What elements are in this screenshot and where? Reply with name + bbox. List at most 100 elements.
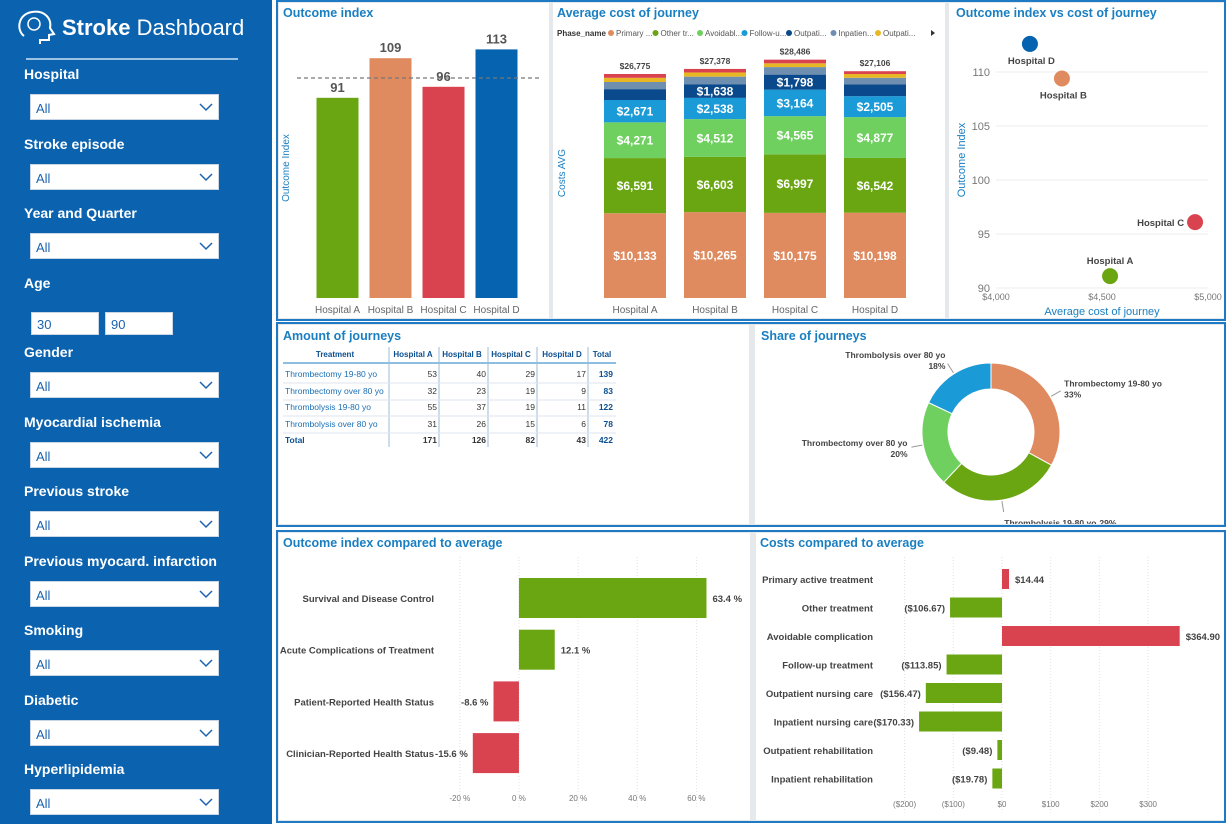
dropdown[interactable]: All <box>30 372 219 398</box>
value-label: ($9.48) <box>962 746 992 757</box>
bar <box>997 740 1002 760</box>
bar-segment <box>684 84 746 98</box>
category-label: Inpatient rehabilitation <box>771 775 873 786</box>
legend-label: Outpati... <box>883 29 915 38</box>
x-tick-label: $100 <box>1042 800 1060 809</box>
dropdown[interactable]: All <box>30 511 219 537</box>
table-cell: 122 <box>599 402 613 412</box>
chevron <box>199 450 213 459</box>
x-axis-label: Average cost of journey <box>1044 306 1160 318</box>
filter-label: Smoking <box>24 622 84 638</box>
bar-segment <box>764 116 826 155</box>
donut-slice <box>927 362 992 415</box>
chevron <box>199 659 213 668</box>
y-tick-label: 105 <box>972 121 990 133</box>
chevron-path <box>199 450 213 459</box>
bar-segment <box>604 82 666 90</box>
x-tick-label: $200 <box>1090 800 1108 809</box>
table-cell: 15 <box>526 419 536 429</box>
value-label: 12.1 % <box>561 646 591 657</box>
bar <box>475 49 518 299</box>
logo-icon <box>18 10 56 44</box>
dropdown[interactable]: All <box>30 789 219 815</box>
dropdown[interactable]: All <box>30 650 219 676</box>
dropdown-value: All <box>36 587 51 603</box>
bar-value-label: 109 <box>380 40 402 55</box>
segment-label: $4,512 <box>697 131 734 145</box>
bar-segment <box>604 89 666 100</box>
dropdown[interactable]: All <box>30 441 219 468</box>
table-cell: 78 <box>604 419 614 429</box>
slice-value: 20% <box>890 449 907 459</box>
dropdown[interactable]: All <box>30 94 219 120</box>
chevron <box>199 589 213 598</box>
bar-segment <box>604 122 666 159</box>
x-tick-label: Hospital D <box>852 305 898 316</box>
bar-segment <box>684 156 746 213</box>
table-cell: 26 <box>477 419 487 429</box>
bar-segment <box>684 68 746 73</box>
dropdown-value: All <box>36 518 51 533</box>
x-tick-label: Hospital C <box>420 305 466 316</box>
x-tick-label: Hospital D <box>473 305 519 316</box>
chevron-path <box>199 103 213 112</box>
dropdown-value: All <box>36 170 51 186</box>
x-tick-label: Hospital C <box>772 305 818 316</box>
dropdown-value: All <box>36 448 51 464</box>
bar <box>1001 626 1180 646</box>
bar-segment <box>684 212 746 298</box>
chevron-path <box>199 659 213 668</box>
table-cell: Thrombolysis 19-80 yo <box>285 402 371 412</box>
x-tick-label: Hospital A <box>315 305 360 316</box>
bar-segment <box>844 71 906 75</box>
y-axis-label: Costs AVG <box>557 149 568 197</box>
dropdown[interactable]: All <box>30 233 219 259</box>
category-label: Patient-Reported Health Status <box>294 697 434 708</box>
table-cell: 40 <box>477 369 487 379</box>
dropdown-value: All <box>36 796 51 811</box>
sidebar: Stroke Dashboard Hospital All Stroke episo… <box>0 0 272 824</box>
value-label: ($156.47) <box>880 689 921 700</box>
filter-label: Previous myocard. infarction <box>24 552 217 569</box>
dropdown[interactable]: All <box>30 580 219 607</box>
bar-segment <box>764 67 826 75</box>
point <box>1187 214 1204 231</box>
bar <box>1001 569 1010 589</box>
bar <box>472 733 519 774</box>
category-label: Survival and Disease Control <box>303 594 434 605</box>
segment-label: $2,538 <box>697 102 734 116</box>
chevron-path <box>199 520 213 529</box>
leader-line <box>1050 390 1061 397</box>
value-label: ($106.67) <box>904 604 945 615</box>
chevron-path <box>199 798 213 807</box>
chevron <box>199 520 213 529</box>
bar-segment <box>764 154 826 213</box>
chevron-path <box>199 242 213 251</box>
outcome-compare-panel: Outcome index compared to average -20 % 0 … <box>279 533 750 820</box>
donut-slice <box>921 401 963 484</box>
x-tick-label: $0 <box>998 800 1007 809</box>
bar <box>422 86 465 298</box>
filter-label: Age <box>24 274 51 291</box>
bar-segment <box>844 96 906 118</box>
bar <box>992 768 1002 789</box>
bar-segment <box>604 99 666 123</box>
x-tick-label: 20 % <box>569 794 587 803</box>
table-cell: 11 <box>577 402 586 412</box>
bar-segment <box>844 77 906 85</box>
table-title: Amount of journeys <box>283 329 401 343</box>
segment-label: $10,175 <box>773 249 817 263</box>
age-input: 30 <box>31 311 99 335</box>
bar-segment <box>764 59 826 64</box>
x-tick-label: Hospital B <box>692 305 738 316</box>
cost-panel: Average cost of journey Costs AVG Phase_na… <box>553 3 945 318</box>
y-axis-label: Outcome Index <box>281 134 292 202</box>
segment-label: $3,164 <box>777 96 814 110</box>
dropdown[interactable]: All <box>30 163 219 190</box>
dropdown[interactable]: All <box>30 719 219 746</box>
bar <box>518 578 707 618</box>
bar-segment <box>844 157 906 213</box>
category-label: Acute Complications of Treatment <box>280 646 435 657</box>
table-cell: 6 <box>581 419 586 429</box>
